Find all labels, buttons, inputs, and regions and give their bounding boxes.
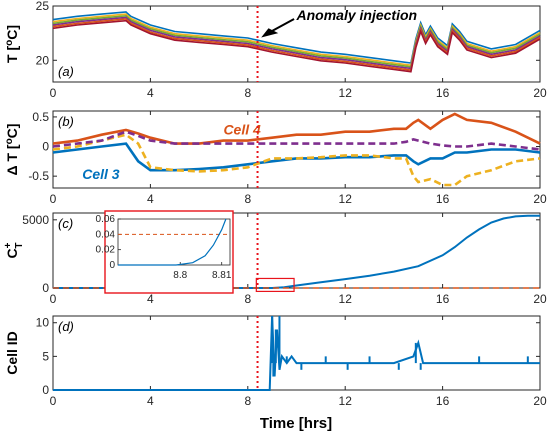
temperature-line [52, 13, 541, 67]
panel-d-ytick-label: 0 [42, 383, 49, 397]
panel-c-xtick-label: 20 [533, 292, 547, 306]
annotation-arrow-head [261, 28, 279, 38]
delta-t-line [52, 112, 541, 145]
panel-d-xtick-label: 8 [244, 394, 251, 408]
panel-c-xtick-label: 0 [50, 292, 57, 306]
cell-4-label: Cell 4 [223, 122, 261, 138]
panel-b-xtick-label: 8 [244, 192, 251, 206]
panel-a-ytick-label: 20 [36, 53, 50, 67]
anomaly-injection-label: Anomaly injection [296, 7, 418, 23]
delta-t-line [52, 133, 541, 187]
panel-c-xtick-label: 8 [244, 292, 251, 306]
panel-c-xtick-label: 16 [436, 292, 450, 306]
inset-ytick-label: 0.06 [96, 214, 116, 225]
cusum-line [53, 214, 540, 289]
panel-c-xtick-label: 4 [147, 292, 154, 306]
temperature-line [52, 19, 541, 73]
panel-c-ylabel: C+T [3, 242, 25, 258]
panel-b-xtick-label: 12 [339, 192, 353, 206]
inset-axes [117, 218, 231, 266]
x-axis-label: Time [hrs] [260, 415, 332, 432]
panel-c-xtick-label: 12 [339, 292, 353, 306]
panel-d-ytick-label: 10 [36, 316, 50, 330]
inset-xtick-label: 8.8 [173, 270, 187, 281]
panel-c-ytick-label: 5000 [22, 213, 49, 227]
panel-b-frame [52, 110, 541, 189]
panel-a-xtick-label: 20 [533, 86, 547, 100]
panel-a-xtick-label: 12 [339, 86, 353, 100]
delta-t-line [52, 142, 541, 172]
panel-b-label: (b) [58, 114, 74, 129]
temperature-line [52, 16, 541, 70]
panel-b-xtick-label: 16 [436, 192, 450, 206]
panel-a-label: (a) [58, 64, 74, 79]
inset-ytick-label: 0.02 [96, 245, 116, 256]
panel-a-xtick-label: 16 [436, 86, 450, 100]
inset-ytick-label: 0 [109, 260, 115, 271]
temperature-line [52, 11, 541, 64]
panel-b-ytick-label: -0.5 [28, 169, 49, 183]
panel-d-ylabel: Cell ID [4, 331, 20, 375]
panel-a-ylabel: T [oC] [4, 25, 20, 63]
panel-a-frame [52, 5, 541, 83]
panel-a-xtick-label: 8 [244, 86, 251, 100]
temperature-line [52, 14, 541, 68]
inset-cusum-line [118, 218, 227, 266]
panel-d-xtick-label: 20 [533, 394, 547, 408]
inset-ytick-label: 0.04 [96, 229, 116, 240]
panel-d-frame [52, 315, 541, 391]
panel-d-xtick-label: 12 [339, 394, 353, 408]
delta-t-line [52, 130, 541, 151]
panel-d-xtick-label: 16 [436, 394, 450, 408]
panel-b-xtick-label: 0 [50, 192, 57, 206]
panel-b-ytick-label: 0 [42, 140, 49, 154]
inset-xtick-label: 8.81 [212, 270, 232, 281]
panel-d-xtick-label: 0 [50, 394, 57, 408]
panel-c-label: (c) [58, 216, 73, 231]
panel-c-ytick-label: 0 [42, 281, 49, 295]
temperature-line [52, 18, 541, 71]
panel-b-xtick-label: 4 [147, 192, 154, 206]
cell-3-label: Cell 3 [82, 166, 120, 182]
panel-d-xtick-label: 4 [147, 394, 154, 408]
panel-d-ytick-label: 5 [42, 349, 49, 363]
panel-b-xtick-label: 20 [533, 192, 547, 206]
panel-a-xtick-label: 4 [147, 86, 154, 100]
panel-a-xtick-label: 0 [50, 86, 57, 100]
panel-b-ytick-label: 0.5 [32, 110, 49, 124]
panel-d-label: (d) [58, 319, 74, 334]
panel-b-ylabel: Δ T [oC] [4, 124, 20, 176]
panel-a-ytick-label: 25 [36, 0, 50, 13]
zoom-box [255, 277, 295, 293]
